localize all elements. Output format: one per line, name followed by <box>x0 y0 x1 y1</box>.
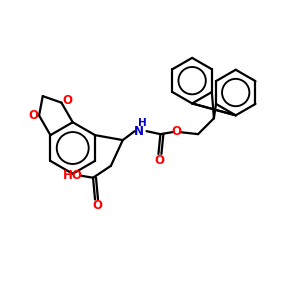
Text: O: O <box>62 94 72 107</box>
Text: H: H <box>138 118 147 128</box>
Text: O: O <box>154 154 164 167</box>
Text: O: O <box>171 125 181 138</box>
Text: O: O <box>92 199 102 212</box>
Text: N: N <box>134 125 144 138</box>
Text: O: O <box>28 109 38 122</box>
Text: HO: HO <box>63 169 83 182</box>
